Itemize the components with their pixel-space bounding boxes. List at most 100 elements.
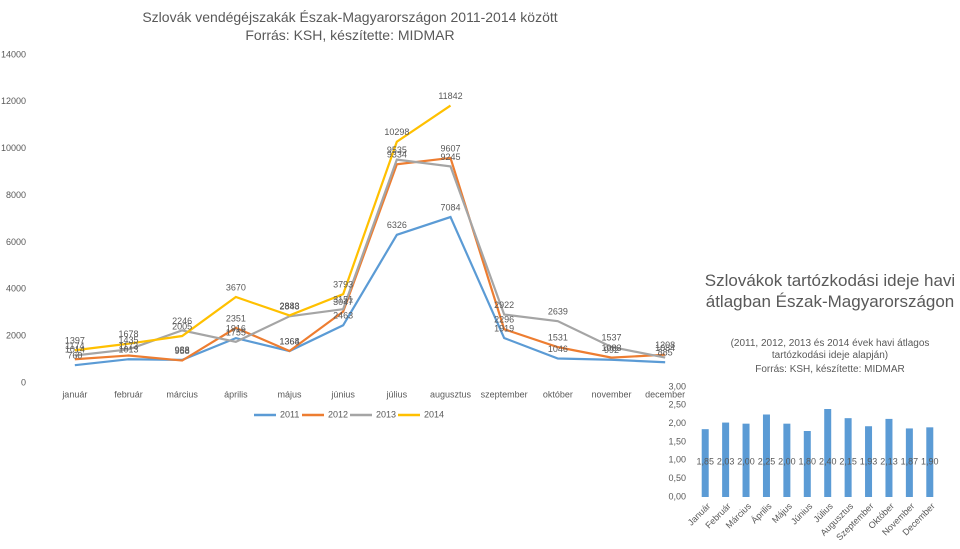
bar bbox=[722, 422, 730, 497]
data-label: 2922 bbox=[494, 300, 514, 310]
bar-title: Szlovákok tartózkodási ideje havi átlagb… bbox=[704, 271, 956, 311]
x-tick-label: január bbox=[61, 389, 87, 399]
data-label: 958 bbox=[175, 346, 190, 356]
x-tick-label: augusztus bbox=[430, 389, 472, 399]
y-tick-label: 0,50 bbox=[668, 473, 686, 483]
data-label: 2246 bbox=[172, 316, 192, 326]
line-title: Szlovák vendégéjszakák Észak-Magyarorszá… bbox=[142, 9, 558, 25]
legend-label: 2011 bbox=[280, 409, 299, 419]
data-label: 9245 bbox=[440, 152, 460, 162]
x-tick-label: július bbox=[386, 389, 408, 399]
x-tick-label: október bbox=[543, 389, 573, 399]
data-label: 2848 bbox=[279, 302, 299, 312]
data-label: 760 bbox=[67, 351, 82, 361]
y-tick-label: 8000 bbox=[6, 190, 26, 200]
bar-subtitle: (2011, 2012, 2013 és 2014 évek havi átla… bbox=[730, 338, 930, 361]
x-tick-label: február bbox=[114, 389, 143, 399]
x-tick-label: március bbox=[166, 389, 198, 399]
data-label: 1,87 bbox=[901, 456, 919, 466]
x-tick-label: június bbox=[330, 389, 355, 399]
data-label: 2,25 bbox=[758, 456, 776, 466]
x-tick-label: május bbox=[277, 389, 302, 399]
data-label: 2296 bbox=[494, 315, 514, 325]
data-label: 7084 bbox=[440, 202, 460, 212]
data-label: 2,40 bbox=[819, 456, 837, 466]
legend-label: 2013 bbox=[376, 409, 396, 419]
legend-label: 2012 bbox=[328, 409, 348, 419]
data-label: 1919 bbox=[494, 323, 514, 333]
bar bbox=[824, 409, 832, 497]
x-tick-label: szeptember bbox=[481, 389, 528, 399]
bar bbox=[803, 431, 811, 497]
data-label: 2,00 bbox=[778, 456, 796, 466]
data-label: 1755 bbox=[226, 327, 246, 337]
data-label: 2,00 bbox=[737, 456, 755, 466]
data-label: 1916 bbox=[226, 323, 246, 333]
data-label: 1013 bbox=[118, 345, 138, 355]
line-subtitle: Forrás: KSH, készítette: MIDMAR bbox=[245, 27, 455, 43]
data-label: 9334 bbox=[387, 150, 407, 160]
x-tick-label: április bbox=[224, 389, 248, 399]
line-series bbox=[74, 156, 666, 362]
y-tick-label: 1,00 bbox=[668, 455, 686, 465]
data-label: 1,85 bbox=[696, 456, 714, 466]
data-label: 1083 bbox=[601, 343, 621, 353]
bar bbox=[844, 418, 852, 497]
data-label: 6326 bbox=[387, 220, 407, 230]
y-tick-label: 6000 bbox=[6, 237, 26, 247]
bar bbox=[783, 423, 791, 497]
data-label: 1208 bbox=[655, 340, 675, 350]
data-label: 2,15 bbox=[839, 456, 857, 466]
x-tick-label: november bbox=[591, 389, 631, 399]
data-label: 3793 bbox=[333, 280, 353, 290]
data-label: 1678 bbox=[118, 329, 138, 339]
y-tick-label: 14000 bbox=[1, 49, 26, 59]
x-tick-label: december bbox=[645, 389, 685, 399]
data-label: 1046 bbox=[548, 344, 568, 354]
data-label: 1,80 bbox=[799, 456, 817, 466]
y-tick-label: 4000 bbox=[6, 284, 26, 294]
y-tick-label: 12000 bbox=[1, 96, 26, 106]
data-label: 3047 bbox=[333, 297, 353, 307]
bar bbox=[701, 429, 709, 497]
x-tick-label: Április bbox=[749, 501, 774, 526]
data-label: 2463 bbox=[333, 311, 353, 321]
data-label: 2005 bbox=[172, 321, 192, 331]
data-label: 1364 bbox=[279, 336, 299, 346]
y-tick-label: 3,00 bbox=[668, 381, 686, 391]
y-tick-label: 2000 bbox=[6, 331, 26, 341]
bar bbox=[885, 418, 893, 497]
data-label: 1174 bbox=[65, 341, 84, 351]
bar bbox=[905, 428, 913, 497]
data-label: 1537 bbox=[601, 332, 621, 342]
data-label: 988 bbox=[175, 345, 190, 355]
data-label: 2639 bbox=[548, 307, 568, 317]
data-label: 1368 bbox=[279, 336, 299, 346]
data-label: 1435 bbox=[118, 335, 138, 345]
data-label: 2,03 bbox=[717, 456, 735, 466]
data-label: 1173 bbox=[119, 341, 138, 351]
bar-source: Forrás: KSH, készítette: MIDMAR bbox=[755, 364, 905, 375]
data-label: 2351 bbox=[226, 313, 246, 323]
data-label: 3151 bbox=[333, 295, 353, 305]
data-label: 1531 bbox=[548, 333, 568, 343]
data-label: 1014 bbox=[65, 345, 85, 355]
data-label: 2,13 bbox=[880, 456, 898, 466]
bar bbox=[742, 423, 750, 497]
data-label: 9607 bbox=[440, 143, 460, 153]
data-label: 1397 bbox=[65, 336, 85, 346]
bar bbox=[926, 427, 934, 497]
data-label: 885 bbox=[658, 348, 673, 358]
bar bbox=[865, 426, 873, 497]
data-label: 1,90 bbox=[921, 456, 939, 466]
y-tick-label: 0 bbox=[21, 377, 26, 387]
data-label: 1,93 bbox=[860, 456, 878, 466]
legend-label: 2014 bbox=[424, 409, 444, 419]
data-label: 10298 bbox=[384, 127, 409, 137]
y-tick-label: 10000 bbox=[1, 143, 26, 153]
data-label: 9535 bbox=[387, 145, 407, 155]
y-tick-label: 1,50 bbox=[668, 436, 686, 446]
data-label: 11842 bbox=[438, 91, 462, 101]
